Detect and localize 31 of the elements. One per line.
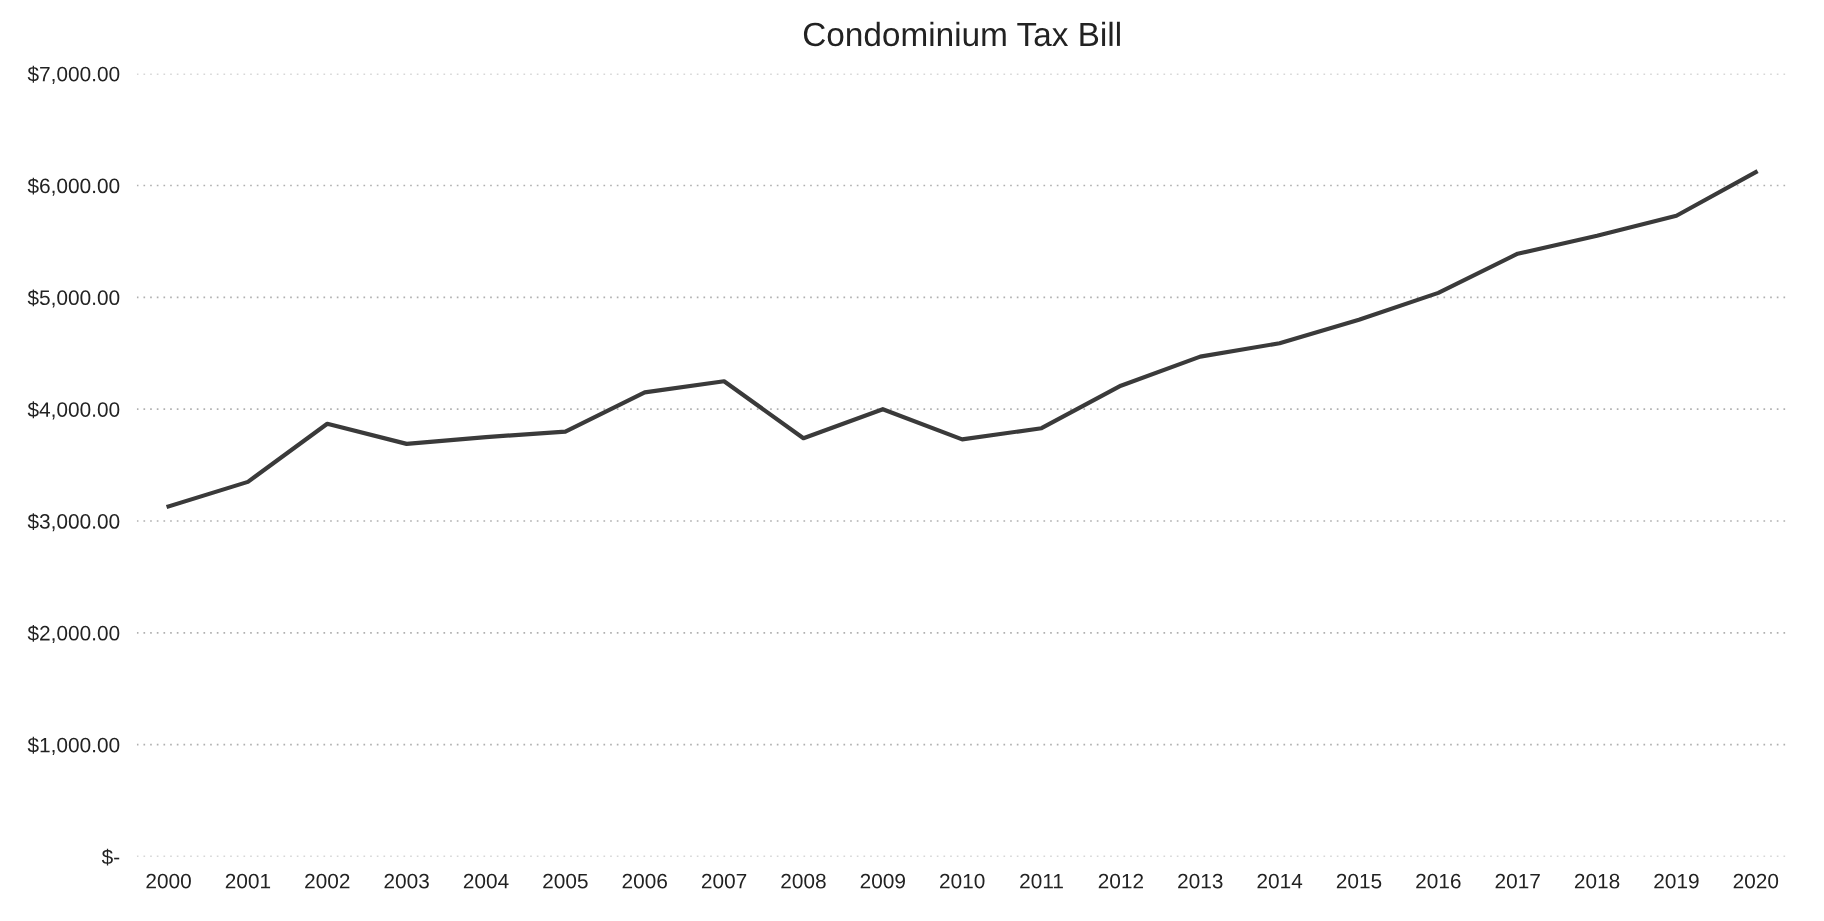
y-tick-label: $- — [101, 848, 120, 866]
y-tick-label: $4,000.00 — [27, 401, 120, 420]
x-tick-label: 2007 — [701, 873, 747, 889]
x-tick-label: 2015 — [1336, 873, 1382, 889]
y-tick-label: $1,000.00 — [27, 736, 120, 755]
line-series — [166, 170, 1758, 509]
x-tick-label: 2016 — [1416, 873, 1461, 889]
x-tick-label: 2008 — [781, 873, 826, 889]
x-tick-label: 2011 — [1020, 873, 1063, 889]
x-tick-label: 2014 — [1257, 873, 1303, 889]
chart-title: Condominium Tax Bill — [803, 21, 1120, 47]
y-tick-label: $7,000.00 — [27, 65, 120, 84]
x-tick-label: 2005 — [543, 873, 588, 889]
y-tick-label: $6,000.00 — [27, 177, 120, 196]
x-tick-label: 2013 — [1178, 873, 1223, 889]
y-tick-label: $5,000.00 — [27, 289, 120, 308]
x-tick-label: 2004 — [463, 873, 509, 889]
x-tick-label: 2010 — [940, 873, 985, 889]
x-tick-label: 2020 — [1733, 873, 1779, 889]
x-tick-label: 2002 — [305, 873, 350, 889]
y-tick-label: $2,000.00 — [27, 624, 120, 644]
x-tick-label: 2003 — [384, 873, 429, 889]
x-tick-label: 2018 — [1574, 873, 1620, 889]
x-tick-label: 2019 — [1654, 873, 1699, 889]
x-tick-label: 2017 — [1495, 873, 1540, 889]
x-tick-label: 2000 — [146, 873, 191, 889]
x-tick-label: 2009 — [860, 873, 905, 889]
x-tick-label: 2001 — [225, 873, 271, 889]
y-tick-label: $3,000.00 — [27, 513, 120, 532]
x-tick-label: 2006 — [622, 873, 667, 889]
x-tick-label: 2012 — [1098, 873, 1144, 889]
